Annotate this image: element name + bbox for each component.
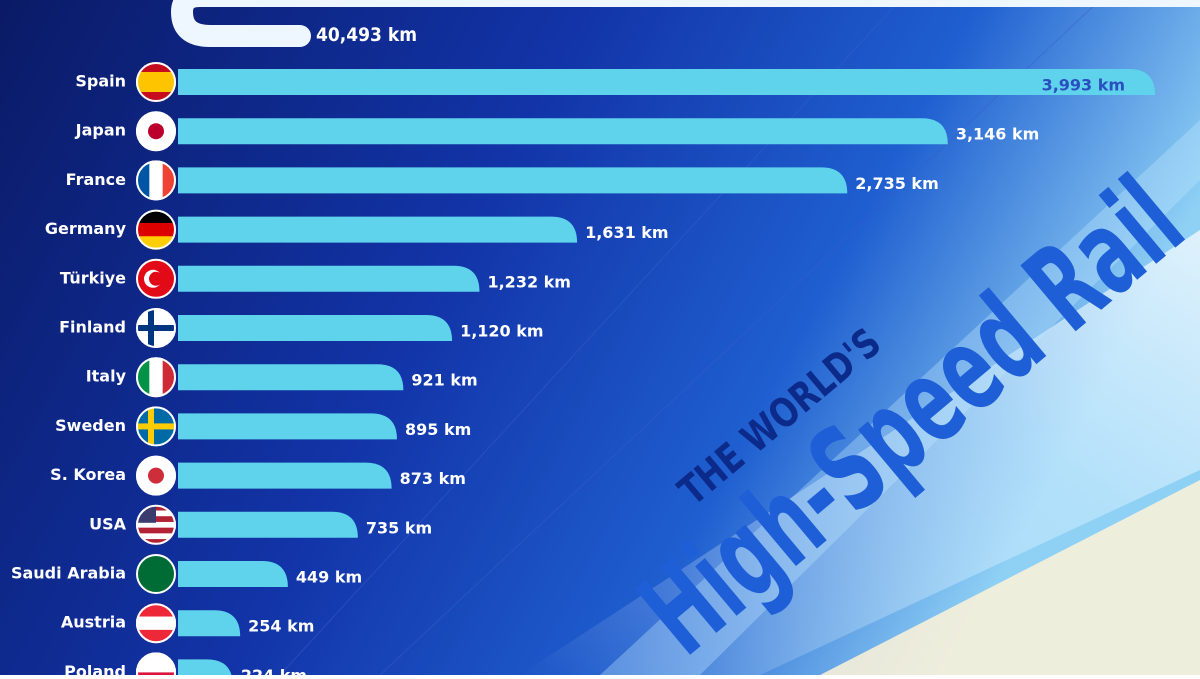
category-label: Saudi Arabia — [11, 564, 126, 583]
category-label: Türkiye — [60, 268, 126, 287]
bar — [178, 364, 404, 391]
category-label: S. Korea — [50, 465, 126, 484]
flag-stripe — [149, 357, 164, 398]
bar — [178, 511, 358, 538]
flag-ring — [136, 111, 176, 152]
value-label: 40,493 km — [316, 24, 417, 46]
value-label: 1,120 km — [460, 322, 543, 341]
category-label: Poland — [64, 662, 126, 675]
flag-cross — [136, 325, 176, 331]
flag-ring — [136, 357, 176, 398]
flag-stripe — [136, 527, 176, 534]
bar — [170, 0, 1200, 47]
bar — [178, 265, 480, 292]
flag-stripe — [136, 539, 176, 545]
category-label: Spain — [75, 72, 126, 91]
flag-stripe — [136, 652, 176, 673]
flag-stripe — [136, 62, 176, 73]
flag-ring — [136, 504, 176, 545]
category-label: Germany — [45, 219, 127, 238]
value-label: 254 km — [248, 617, 314, 636]
value-label: 2,735 km — [855, 174, 939, 193]
value-label: 921 km — [411, 371, 477, 390]
bar — [178, 315, 453, 341]
bar — [178, 659, 232, 675]
bar — [178, 462, 392, 489]
bar — [178, 167, 848, 194]
flag-ring — [136, 209, 176, 250]
flag-dot — [148, 467, 164, 484]
flag-stripe — [136, 92, 176, 102]
value-label: 1,631 km — [585, 223, 669, 242]
bar — [178, 610, 241, 637]
flag-stripe — [136, 533, 176, 540]
value-label: 3,146 km — [956, 125, 1040, 144]
flag-stripe — [136, 521, 176, 529]
flag-stripe — [136, 72, 176, 83]
flag-moon — [149, 271, 163, 286]
category-label: Italy — [86, 367, 127, 386]
category-label: Japan — [75, 121, 126, 140]
value-label: 3,993 km — [1042, 76, 1126, 95]
bar — [178, 118, 948, 145]
flag-dot — [148, 123, 164, 140]
flag — [136, 652, 176, 675]
flag-stripe — [149, 160, 164, 201]
category-label: USA — [89, 514, 127, 533]
flag-ring — [136, 258, 176, 299]
flag-ring — [136, 62, 176, 102]
value-label: 449 km — [296, 568, 362, 587]
flag-stripe — [136, 672, 176, 675]
flag-stripe — [136, 82, 176, 93]
flag-ring — [136, 308, 176, 348]
value-label: 735 km — [366, 518, 432, 537]
category-label: France — [66, 170, 126, 189]
bar — [178, 413, 398, 440]
category-label: Austria — [61, 613, 126, 632]
bar — [178, 561, 288, 587]
value-label: 1,232 km — [487, 272, 571, 291]
flag-stripe — [136, 616, 176, 631]
flag-cross — [136, 423, 176, 430]
flag-ring — [136, 160, 176, 201]
value-label: 224 km — [241, 666, 307, 675]
value-label: 873 km — [400, 469, 466, 488]
value-label: 895 km — [405, 420, 471, 439]
flag-ring — [136, 455, 176, 496]
bar — [178, 69, 1156, 95]
bar — [178, 216, 578, 243]
flag-ring — [136, 652, 176, 675]
flag-ring — [136, 603, 176, 644]
flag-ring — [136, 406, 176, 447]
flag-ring — [136, 554, 176, 594]
flag-stripe — [136, 222, 176, 237]
category-label: Sweden — [55, 416, 126, 435]
category-label: Finland — [59, 318, 126, 337]
